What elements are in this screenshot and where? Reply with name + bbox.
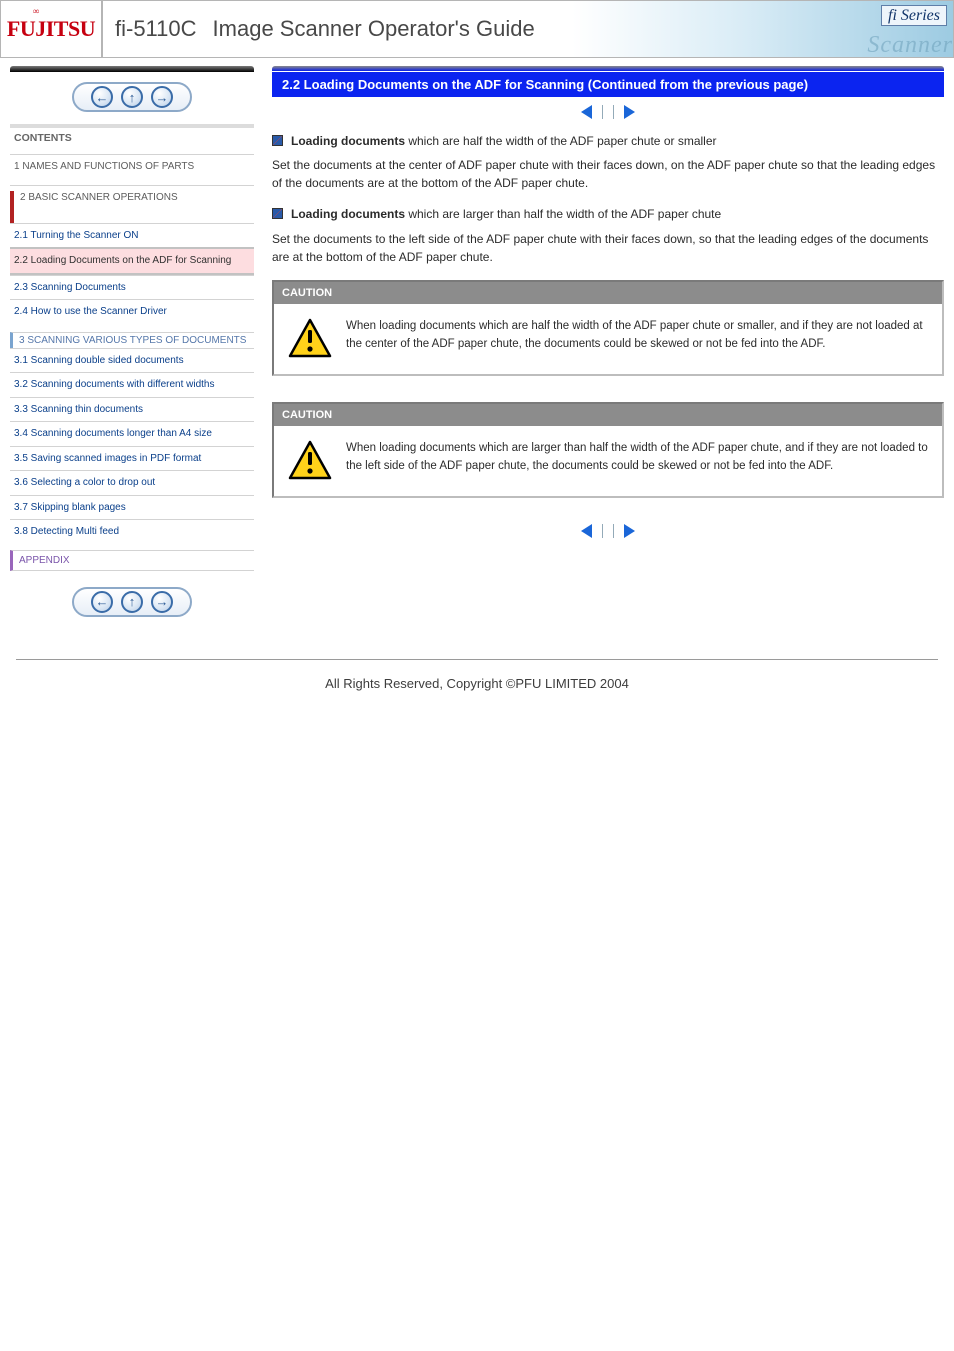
brand-logo: ∞ FUJITSU	[1, 1, 103, 57]
caution-1-text: When loading documents which are half th…	[346, 318, 928, 354]
arrow-up-icon: ↑	[129, 594, 136, 609]
footer-copyright: All Rights Reserved, Copyright ©PFU LIMI…	[0, 670, 954, 731]
nav-next-button-bottom[interactable]: →	[151, 591, 173, 613]
pager-sep	[613, 524, 614, 538]
nav-up-button[interactable]: ↑	[121, 86, 143, 108]
square-bullet-icon	[272, 208, 283, 219]
sidebar-item-3-2[interactable]: 3.2 Scanning documents with different wi…	[10, 372, 254, 397]
pager-sep	[602, 524, 603, 538]
series-badge: fi Series	[881, 5, 947, 26]
sidebar-chapter-3: 3 SCANNING VARIOUS TYPES OF DOCUMENTS 3.…	[10, 332, 254, 544]
nav-next-button[interactable]: →	[151, 86, 173, 108]
page-title: 2.2 Loading Documents on the ADF for Sca…	[272, 72, 944, 97]
nav-up-button-bottom[interactable]: ↑	[121, 591, 143, 613]
sidebar-nav-pill-bottom: ← ↑ →	[72, 587, 192, 617]
section-2-heading-text: Loading documents which are larger than …	[291, 206, 721, 223]
pager-next-button[interactable]	[624, 105, 635, 119]
sidebar-appendix[interactable]: APPENDIX	[10, 550, 254, 571]
section-1-heading-strong: Loading documents	[291, 134, 405, 148]
sidebar-item-2-1[interactable]: 2.1 Turning the Scanner ON	[10, 223, 254, 248]
model-label: fi-5110C	[115, 16, 197, 42]
banner-title-group: fi-5110C Image Scanner Operator's Guide	[103, 1, 535, 57]
sidebar-item-2-3[interactable]: 2.3 Scanning Documents	[10, 275, 254, 300]
nav-prev-button-bottom[interactable]: ←	[91, 591, 113, 613]
sidebar-contents-label: CONTENTS	[10, 124, 254, 148]
caution-box-2: CAUTION When loading documents which are…	[272, 402, 944, 498]
sidebar-ch2-accent	[10, 191, 14, 223]
sidebar-item-3-7[interactable]: 3.7 Skipping blank pages	[10, 495, 254, 520]
nav-prev-button[interactable]: ←	[91, 86, 113, 108]
sidebar-chapter-1: 1 NAMES AND FUNCTIONS OF PARTS	[10, 154, 254, 179]
caution-2-header: CAUTION	[274, 404, 942, 426]
header-banner: ∞ FUJITSU fi-5110C Image Scanner Operato…	[0, 0, 954, 58]
section-1-body: Set the documents at the center of ADF p…	[272, 156, 944, 192]
pager-next-button-bottom[interactable]	[624, 524, 635, 538]
caution-2-text: When loading documents which are larger …	[346, 440, 928, 476]
sidebar-ch2-title[interactable]: 2 BASIC SCANNER OPERATIONS	[10, 185, 254, 210]
sidebar-item-3-8[interactable]: 3.8 Detecting Multi feed	[10, 519, 254, 544]
brand-logo-text: FUJITSU	[7, 16, 95, 42]
arrow-right-icon: →	[156, 594, 169, 609]
sidebar-ch1-title[interactable]: 1 NAMES AND FUNCTIONS OF PARTS	[10, 154, 254, 179]
sidebar-item-3-5[interactable]: 3.5 Saving scanned images in PDF format	[10, 446, 254, 471]
section-1-heading-tail: which are half the width of the ADF pape…	[405, 134, 717, 148]
footer-rule	[16, 659, 938, 660]
pager-sep	[602, 105, 603, 119]
content-area: 2.2 Loading Documents on the ADF for Sca…	[272, 66, 944, 546]
document-title: Image Scanner Operator's Guide	[213, 16, 535, 42]
arrow-left-icon: ←	[96, 594, 109, 609]
pager-bottom	[272, 524, 944, 538]
section-1-heading: Loading documents which are half the wid…	[272, 133, 944, 150]
logo-infinity-mark: ∞	[33, 6, 39, 16]
pager-prev-button[interactable]	[581, 105, 592, 119]
section-2-heading: Loading documents which are larger than …	[272, 206, 944, 223]
scanner-watermark: Scanner	[867, 32, 953, 58]
section-2-heading-strong: Loading documents	[291, 207, 405, 221]
caution-1-header: CAUTION	[274, 282, 942, 304]
section-1-heading-text: Loading documents which are half the wid…	[291, 133, 717, 150]
sidebar-chapter-2: 2 BASIC SCANNER OPERATIONS 2.1 Turning t…	[10, 185, 254, 324]
arrow-up-icon: ↑	[129, 90, 136, 105]
content-top-gloss	[272, 66, 944, 71]
sidebar-ch3-title[interactable]: 3 SCANNING VARIOUS TYPES OF DOCUMENTS	[10, 332, 254, 348]
sidebar-top-gloss	[10, 66, 254, 72]
sidebar-item-3-1[interactable]: 3.1 Scanning double sided documents	[10, 348, 254, 373]
sidebar-item-2-4[interactable]: 2.4 How to use the Scanner Driver	[10, 299, 254, 324]
sidebar-item-2-2[interactable]: 2.2 Loading Documents on the ADF for Sca…	[10, 247, 254, 275]
caution-box-1: CAUTION When loading documents which are…	[272, 280, 944, 376]
section-2-body: Set the documents to the left side of th…	[272, 230, 944, 266]
sidebar-item-3-4[interactable]: 3.4 Scanning documents longer than A4 si…	[10, 421, 254, 446]
arrow-left-icon: ←	[96, 90, 109, 105]
warning-icon	[288, 318, 332, 358]
arrow-right-icon: →	[156, 90, 169, 105]
warning-icon	[288, 440, 332, 480]
sidebar-nav-pill-top: ← ↑ →	[72, 82, 192, 112]
pager-top	[272, 105, 944, 119]
pager-prev-button-bottom[interactable]	[581, 524, 592, 538]
pager-sep	[613, 105, 614, 119]
sidebar-item-3-3[interactable]: 3.3 Scanning thin documents	[10, 397, 254, 422]
sidebar-item-3-6[interactable]: 3.6 Selecting a color to drop out	[10, 470, 254, 495]
square-bullet-icon	[272, 135, 283, 146]
section-2-heading-tail: which are larger than half the width of …	[405, 207, 721, 221]
sidebar: ← ↑ → CONTENTS 1 NAMES AND FUNCTIONS OF …	[10, 66, 254, 629]
